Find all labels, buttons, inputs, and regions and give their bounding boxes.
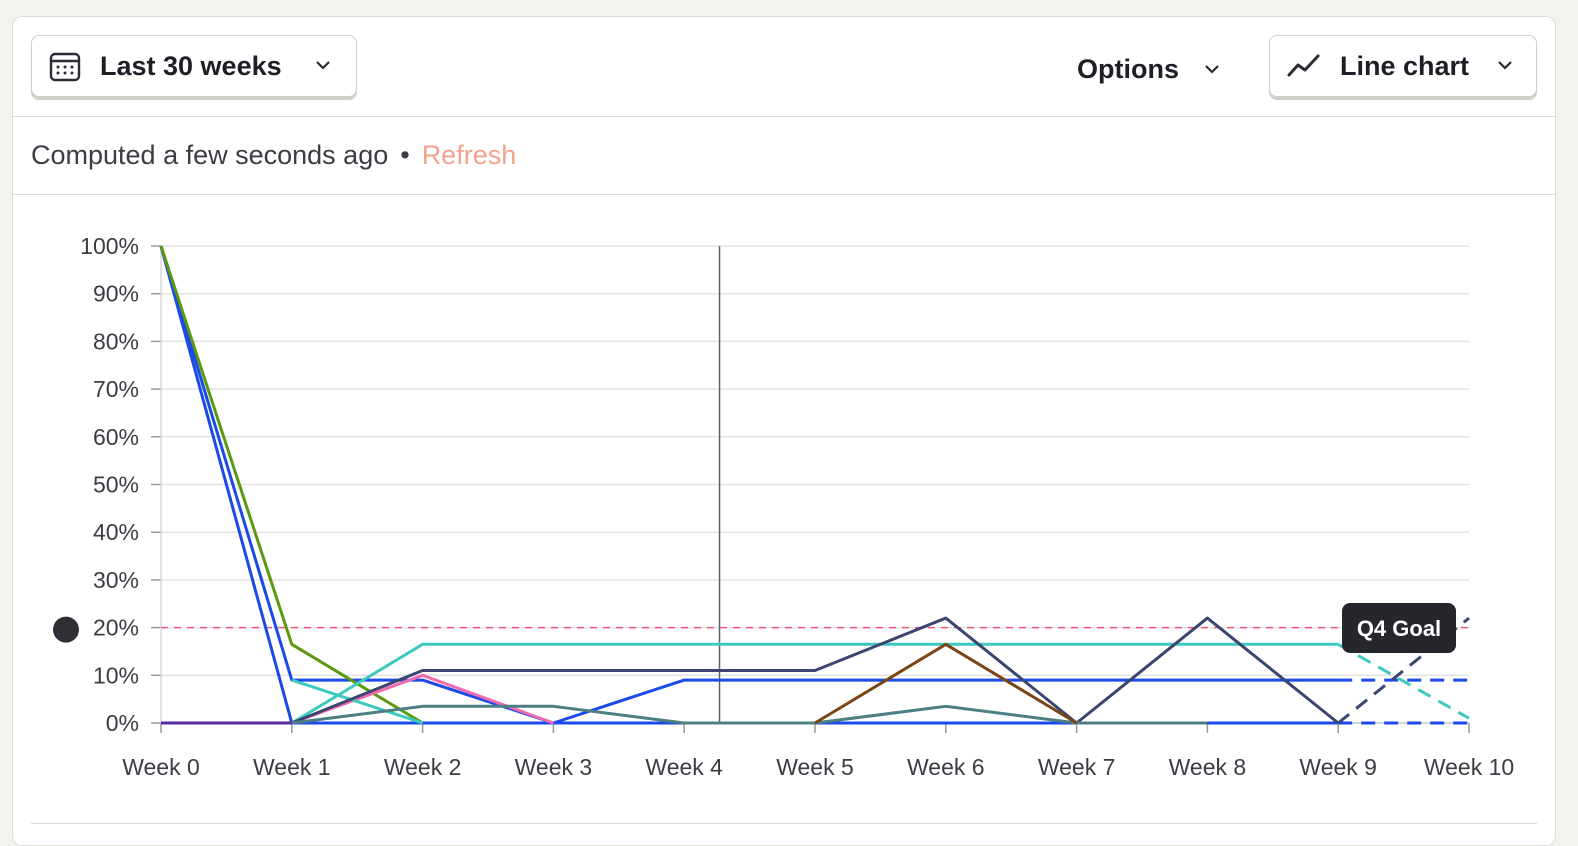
y-tick-label: 100% <box>80 233 139 259</box>
x-tick-label: Week 10 <box>1424 754 1514 780</box>
line-chart-icon <box>1286 48 1322 84</box>
y-tick-label: 60% <box>93 424 139 450</box>
chevron-down-icon <box>312 54 334 81</box>
bottom-divider <box>31 823 1537 824</box>
computed-text: Computed a few seconds ago <box>31 140 389 170</box>
series-line <box>161 616 1340 725</box>
chart-type-label: Line chart <box>1340 50 1470 81</box>
y-tick-label: 70% <box>93 376 139 402</box>
goal-label-badge <box>1342 603 1456 653</box>
goal-label-text: Q4 Goal <box>1357 616 1441 641</box>
x-tick-label: Week 7 <box>1038 754 1116 780</box>
separator-dot: • <box>400 140 410 170</box>
insight-card: Last 30 weeks Options Line chart Compute… <box>12 16 1556 846</box>
y-tick-label: 20% <box>93 615 139 641</box>
x-tick-label: Week 0 <box>122 754 200 780</box>
x-tick-label: Week 5 <box>776 754 854 780</box>
date-range-button[interactable]: Last 30 weeks <box>31 35 357 97</box>
y-tick-label: 80% <box>93 328 139 354</box>
chart-type-button[interactable]: Line chart <box>1269 35 1537 97</box>
y-tick-label: 40% <box>93 519 139 545</box>
chevron-down-icon <box>1494 54 1516 81</box>
x-tick-label: Week 4 <box>645 754 723 780</box>
y-tick-label: 10% <box>93 662 139 688</box>
series-line <box>161 642 1339 725</box>
series-line <box>291 678 424 725</box>
y-tick-label: 0% <box>106 710 139 736</box>
calendar-icon <box>48 49 82 83</box>
computed-status-bar: Computed a few seconds ago • Refresh <box>13 117 1555 195</box>
series-line <box>814 642 1078 725</box>
goal-marker-dot <box>53 616 79 643</box>
y-tick-label: 50% <box>93 472 139 498</box>
series-line <box>159 245 424 725</box>
x-tick-label: Week 3 <box>515 754 593 780</box>
series-line-dashed <box>1337 642 1470 720</box>
series-line <box>159 245 1339 725</box>
x-tick-label: Week 6 <box>907 754 985 780</box>
options-dropdown[interactable]: Options <box>1077 51 1223 87</box>
x-tick-label: Week 9 <box>1299 754 1377 780</box>
options-label: Options <box>1077 53 1179 84</box>
chart-toolbar: Last 30 weeks Options Line chart <box>13 17 1555 117</box>
chevron-down-icon <box>1201 58 1223 80</box>
series-line <box>161 704 1208 725</box>
y-tick-label: 90% <box>93 281 139 307</box>
x-tick-label: Week 8 <box>1169 754 1247 780</box>
date-range-label: Last 30 weeks <box>100 50 282 81</box>
y-tick-label: 30% <box>93 567 139 593</box>
x-tick-label: Week 2 <box>384 754 462 780</box>
x-tick-label: Week 1 <box>253 754 331 780</box>
refresh-link[interactable]: Refresh <box>421 140 517 170</box>
